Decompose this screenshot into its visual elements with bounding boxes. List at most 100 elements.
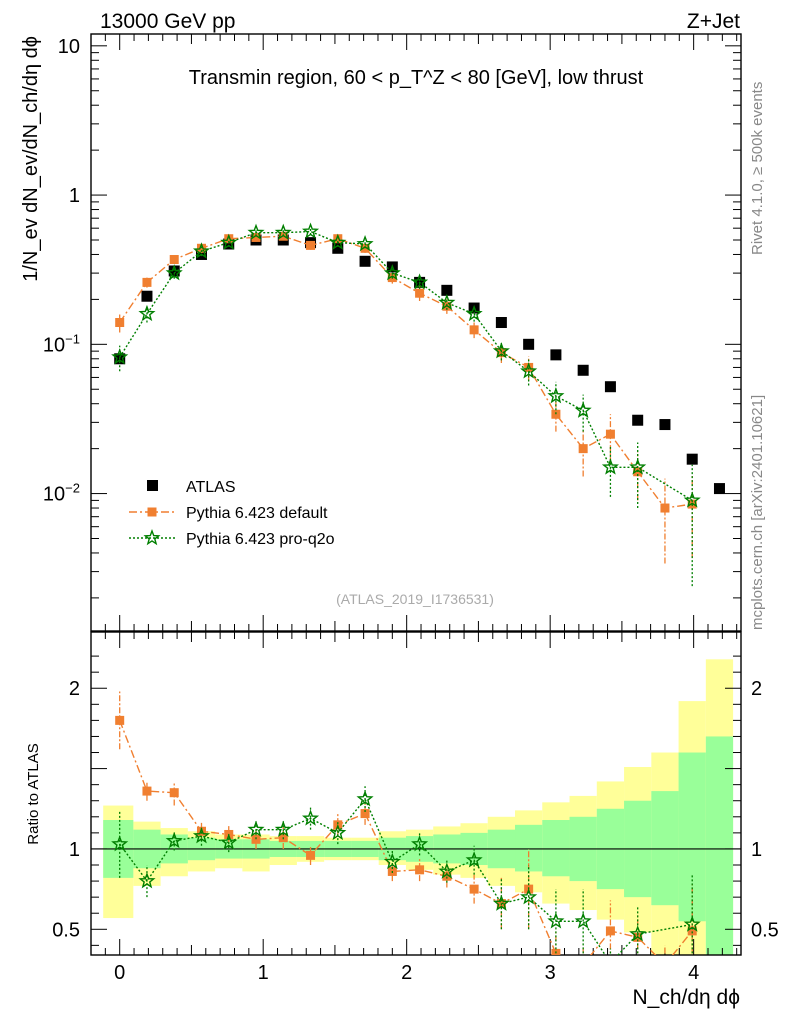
data-point [306,240,316,250]
data-point [138,304,156,322]
ratio-y-tick-label: 1 [69,839,80,861]
series-line [119,235,693,509]
legend-marker-pythia-proq2o [143,529,161,546]
ratio-y-tick-label: 2 [69,678,80,700]
ratio-point [247,820,265,837]
legend-label-pythia-proq2o: Pythia 6.423 pro-q2o [186,531,335,548]
mcplots-label: mcplots.cern.ch [arXiv:2401.10621] [749,395,766,630]
ratio-point [415,865,425,875]
data-point [441,284,453,296]
data-point [251,232,261,242]
data-point [415,288,425,298]
ratio-point [138,872,156,889]
data-point [547,387,565,404]
plot-title: Transmin region, 60 < p_T^Z < 80 [GeV], … [189,67,644,89]
band-inner [542,820,570,877]
data-point [469,325,479,335]
ratio-point [360,809,370,819]
ratio-y-tick-label-right: 0.5 [751,919,779,941]
x-tick-label: 0 [114,962,125,984]
ratio-point [469,884,479,894]
data-point [383,264,401,281]
ratio-point [115,715,125,725]
data-point [301,222,320,239]
data-point [574,401,592,418]
ratio-point [629,925,647,942]
ratio-line [119,720,693,955]
ratio-point [520,888,538,905]
band-inner [651,791,679,906]
ratio-point [329,823,347,841]
ratio-point [579,960,588,969]
ratio-point [547,912,565,929]
data-point [683,491,701,508]
ratio-point [301,809,320,826]
series-line [119,230,693,501]
data-point [465,304,483,322]
data-point [660,503,670,513]
data-point [604,381,616,393]
ratio-panel-axes: 0.5 0.5 1 1 2 2 0 1 2 3 4 [52,631,779,984]
data-point [220,233,238,250]
header-right-title: Z+Jet [687,10,740,33]
x-tick-label: 3 [545,962,556,984]
data-point [632,414,644,426]
analysis-id-label: (ATLAS_2019_I1736531) [336,591,494,607]
data-point [520,362,538,379]
data-point [492,342,510,359]
x-tick-label: 2 [401,962,412,984]
data-point [601,458,619,475]
data-point [523,338,535,350]
x-axis-label: N_ch/dη dϕ [633,986,741,1009]
ratio-y-tick-label-right: 1 [751,839,762,861]
data-point [359,255,371,267]
rivet-version-label: Rivet 4.1.0, ≥ 500k events [749,82,766,255]
ratio-point [196,826,206,836]
data-point [169,255,179,265]
ratio-point [683,915,701,932]
ratio-point [274,820,292,837]
ratio-point [442,871,452,881]
legend-label-atlas: ATLAS [186,479,236,496]
ratio-series-pythia-6-423-pro-q2o [111,786,701,955]
ratio-y-tick-label-right: 2 [751,678,762,700]
main-panel-series [111,222,725,587]
data-point [550,349,562,361]
header-left-title: 13000 GeV pp [100,10,235,33]
band-inner [705,736,734,955]
ratio-panel-series [111,691,701,969]
x-tick-label: 4 [688,962,699,984]
ratio-point [574,912,592,929]
data-point [356,235,374,252]
data-point [578,444,588,454]
main-y-axis-label: 1/N_ev dN_ev/dN_ch/dη dϕ [20,36,42,282]
ratio-point [356,790,374,807]
data-point [524,362,534,372]
ratio-y-axis-label: Ratio to ATLAS [25,743,42,844]
series-pythia-6-423-pro-q2o [111,222,701,587]
ratio-point [465,851,483,868]
legend-marker-atlas [147,480,158,491]
legend-label-pythia-default: Pythia 6.423 default [186,505,328,522]
ratio-y-tick-label: 0.5 [52,919,80,941]
data-point [141,290,153,302]
ratio-point [605,926,615,936]
main-panel-axes: 10 1 10−1 10−2 [43,33,742,632]
data-point [629,458,647,475]
ratio-frame [90,631,742,956]
y-tick-label: 10−1 [43,331,80,356]
ratio-point [142,786,152,796]
y-tick-label: 10 [58,36,80,58]
ratio-point [192,827,211,844]
data-point [247,223,265,240]
data-point [165,264,183,281]
data-point [168,265,180,277]
ratio-point [165,831,183,849]
data-point [686,453,698,465]
ratio-point [220,833,238,850]
data-point [438,293,456,310]
ratio-point [411,835,429,852]
data-point [659,419,671,431]
y-tick-label: 10−2 [43,481,80,506]
